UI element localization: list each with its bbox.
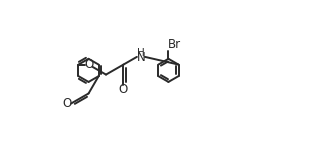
Text: O: O [119,83,128,96]
Text: N: N [136,51,145,64]
Text: O: O [63,97,72,110]
Text: O: O [84,58,93,71]
Text: H: H [137,48,145,58]
Text: Br: Br [168,38,181,51]
